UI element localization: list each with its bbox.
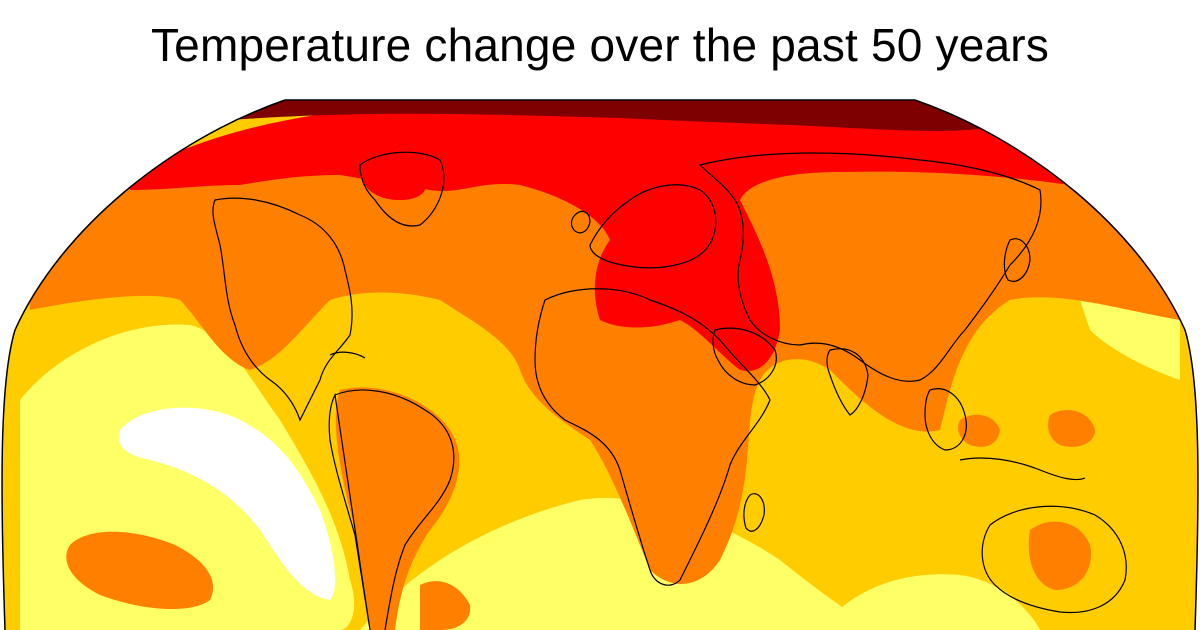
coastline-southeast-asia: [924, 388, 967, 451]
map-boundary: [1, 99, 1199, 630]
temperature-field: [2, 100, 1198, 630]
region-arctic: [230, 100, 1000, 132]
region-pacific-orange-patch: [66, 531, 214, 610]
region-north-mid-latitudes: [29, 164, 1181, 584]
coastline-arabia: [712, 327, 777, 386]
coastline-india: [826, 348, 869, 416]
region-south-america: [335, 387, 460, 630]
coastlines: [212, 151, 1127, 630]
map-title: Temperature change over the past 50 year…: [150, 19, 1050, 71]
coastline-greenland: [359, 151, 445, 227]
region-south-atlantic-patch: [420, 581, 471, 630]
region-southern-ocean: [360, 498, 880, 630]
coastline-africa: [534, 288, 771, 586]
coastline-indonesia: [959, 457, 1086, 481]
coastline-madagascar: [743, 493, 765, 532]
coastline-south-america: [328, 389, 455, 630]
coastline-australia: [981, 505, 1127, 614]
region-indian-ocean-south: [820, 574, 1040, 630]
region-northern-high-latitudes: [130, 105, 1070, 371]
region-maritime-continent: [958, 414, 1000, 447]
coastline-asia: [698, 152, 1042, 382]
coastline-north-america: [212, 197, 353, 422]
region-east-pacific: [118, 407, 336, 600]
coastline-japan: [1003, 238, 1031, 282]
coastline-caribbean: [329, 351, 366, 359]
region-tropical-pacific-west: [1048, 410, 1095, 447]
coastline-uk: [570, 210, 591, 234]
region-pacific-warm-pool: [1080, 296, 1180, 380]
region-australia: [1028, 521, 1091, 590]
coastline-europe: [589, 184, 717, 269]
region-greenland-warm: [360, 168, 427, 200]
